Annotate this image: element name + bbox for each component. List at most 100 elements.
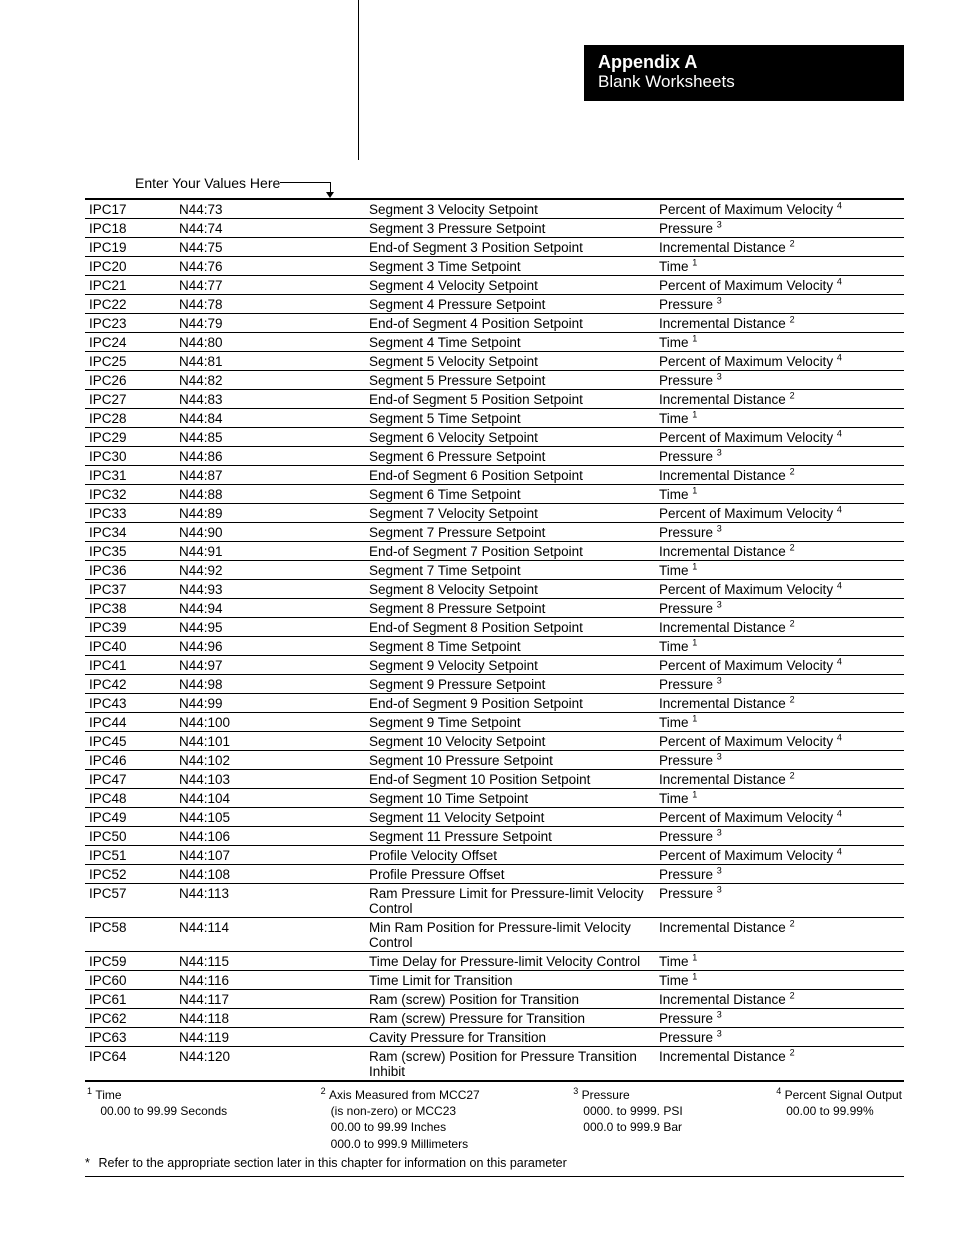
value-cell[interactable]: [285, 952, 365, 971]
desc-cell: Cavity Pressure for Transition: [365, 1028, 655, 1047]
desc-cell: Segment 11 Pressure Setpoint: [365, 827, 655, 846]
unit-cell: Percent of Maximum Velocity 4: [655, 352, 904, 371]
table-row: IPC23N44:79End-of Segment 4 Position Set…: [85, 314, 904, 333]
desc-cell: End-of Segment 4 Position Setpoint: [365, 314, 655, 333]
value-cell[interactable]: [285, 371, 365, 390]
value-cell[interactable]: [285, 1047, 365, 1082]
value-cell[interactable]: [285, 918, 365, 952]
addr-cell: N44:118: [175, 1009, 285, 1028]
desc-cell: Segment 6 Pressure Setpoint: [365, 447, 655, 466]
addr-cell: N44:91: [175, 542, 285, 561]
addr-cell: N44:79: [175, 314, 285, 333]
unit-cell: Percent of Maximum Velocity 4: [655, 846, 904, 865]
unit-cell: Time 1: [655, 713, 904, 732]
desc-cell: Ram (screw) Pressure for Transition: [365, 1009, 655, 1028]
asterisk-note: * Refer to the appropriate section later…: [85, 1156, 904, 1177]
value-cell[interactable]: [285, 580, 365, 599]
value-cell[interactable]: [285, 599, 365, 618]
value-cell[interactable]: [285, 675, 365, 694]
ipc-cell: IPC21: [85, 276, 175, 295]
value-cell[interactable]: [285, 618, 365, 637]
table-row: IPC40N44:96Segment 8 Time SetpointTime 1: [85, 637, 904, 656]
value-cell[interactable]: [285, 409, 365, 428]
value-cell[interactable]: [285, 770, 365, 789]
table-row: IPC36N44:92Segment 7 Time SetpointTime 1: [85, 561, 904, 580]
value-cell[interactable]: [285, 884, 365, 918]
table-row: IPC51N44:107Profile Velocity OffsetPerce…: [85, 846, 904, 865]
ipc-cell: IPC62: [85, 1009, 175, 1028]
value-cell[interactable]: [285, 257, 365, 276]
value-cell[interactable]: [285, 466, 365, 485]
value-cell[interactable]: [285, 971, 365, 990]
unit-cell: Time 1: [655, 257, 904, 276]
table-row: IPC31N44:87End-of Segment 6 Position Set…: [85, 466, 904, 485]
addr-cell: N44:76: [175, 257, 285, 276]
ipc-cell: IPC33: [85, 504, 175, 523]
value-cell[interactable]: [285, 561, 365, 580]
value-cell[interactable]: [285, 352, 365, 371]
value-cell[interactable]: [285, 390, 365, 409]
table-row: IPC21N44:77Segment 4 Velocity SetpointPe…: [85, 276, 904, 295]
value-cell[interactable]: [285, 656, 365, 675]
addr-cell: N44:73: [175, 199, 285, 219]
unit-cell: Incremental Distance 2: [655, 466, 904, 485]
value-cell[interactable]: [285, 827, 365, 846]
addr-cell: N44:107: [175, 846, 285, 865]
table-row: IPC62N44:118 Ram (screw) Pressure for Tra…: [85, 1009, 904, 1028]
value-cell[interactable]: [285, 295, 365, 314]
desc-cell: Segment 5 Time Setpoint: [365, 409, 655, 428]
addr-cell: N44:94: [175, 599, 285, 618]
value-cell[interactable]: [285, 808, 365, 827]
unit-cell: Pressure 3: [655, 599, 904, 618]
ipc-cell: IPC49: [85, 808, 175, 827]
value-cell[interactable]: [285, 865, 365, 884]
value-cell[interactable]: [285, 199, 365, 219]
value-cell[interactable]: [285, 751, 365, 770]
ipc-cell: IPC20: [85, 257, 175, 276]
value-cell[interactable]: [285, 314, 365, 333]
ipc-cell: IPC36: [85, 561, 175, 580]
ipc-cell: IPC18: [85, 219, 175, 238]
desc-cell: Segment 6 Time Setpoint: [365, 485, 655, 504]
value-cell[interactable]: [285, 504, 365, 523]
ipc-cell: IPC26: [85, 371, 175, 390]
value-cell[interactable]: [285, 485, 365, 504]
table-row: IPC19N44:75End-of Segment 3 Position Set…: [85, 238, 904, 257]
value-cell[interactable]: [285, 1028, 365, 1047]
value-cell[interactable]: [285, 713, 365, 732]
table-row: IPC43N44:99End-of Segment 9 Position Set…: [85, 694, 904, 713]
desc-cell: Segment 3 Velocity Setpoint: [365, 199, 655, 219]
value-cell[interactable]: [285, 542, 365, 561]
ipc-cell: IPC19: [85, 238, 175, 257]
value-cell[interactable]: [285, 219, 365, 238]
unit-cell: Time 1: [655, 485, 904, 504]
unit-cell: Time 1: [655, 952, 904, 971]
value-cell[interactable]: [285, 732, 365, 751]
desc-cell: Segment 8 Time Setpoint: [365, 637, 655, 656]
value-cell[interactable]: [285, 447, 365, 466]
addr-cell: N44:105: [175, 808, 285, 827]
table-row: IPC60N44:116Time Limit for TransitionTim…: [85, 971, 904, 990]
desc-cell: Ram Pressure Limit for Pressure-limit Ve…: [365, 884, 655, 918]
value-cell[interactable]: [285, 428, 365, 447]
desc-cell: Segment 3 Time Setpoint: [365, 257, 655, 276]
addr-cell: N44:87: [175, 466, 285, 485]
table-row: IPC32N44:88Segment 6 Time SetpointTime 1: [85, 485, 904, 504]
value-cell[interactable]: [285, 1009, 365, 1028]
value-cell[interactable]: [285, 694, 365, 713]
table-row: IPC42N44:98Segment 9 Pressure SetpointPr…: [85, 675, 904, 694]
value-cell[interactable]: [285, 238, 365, 257]
value-cell[interactable]: [285, 637, 365, 656]
addr-cell: N44:80: [175, 333, 285, 352]
value-cell[interactable]: [285, 523, 365, 542]
value-cell[interactable]: [285, 333, 365, 352]
value-cell[interactable]: [285, 789, 365, 808]
table-row: IPC34N44:90Segment 7 Pressure SetpointPr…: [85, 523, 904, 542]
value-cell[interactable]: [285, 276, 365, 295]
table-row: IPC30N44:86Segment 6 Pressure SetpointPr…: [85, 447, 904, 466]
unit-cell: Time 1: [655, 971, 904, 990]
value-cell[interactable]: [285, 990, 365, 1009]
value-cell[interactable]: [285, 846, 365, 865]
addr-cell: N44:102: [175, 751, 285, 770]
ipc-cell: IPC39: [85, 618, 175, 637]
